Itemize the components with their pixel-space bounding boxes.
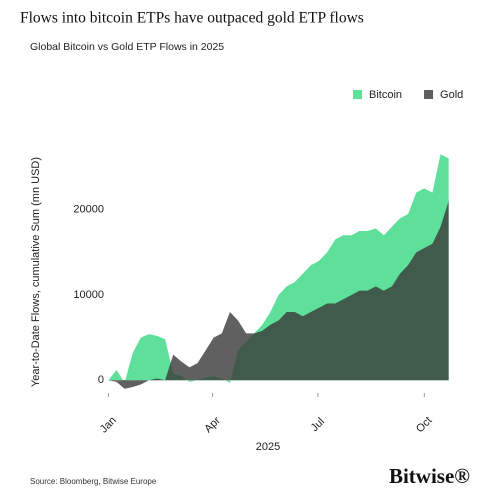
y-tick-label: 10000 [73, 289, 104, 301]
x-tick-label: Jan [98, 414, 119, 435]
x-tick-label: Oct [414, 415, 435, 436]
legend-label: Gold [440, 89, 463, 101]
y-tick-label: 0 [98, 374, 104, 386]
chart-subtitle: Global Bitcoin vs Gold ETP Flows in 2025 [30, 41, 224, 53]
brand-logo: Bitwise® [389, 464, 470, 488]
y-axis-label: Year-to-Date Flows, cumulative Sum (mn U… [30, 157, 42, 387]
area [108, 201, 449, 389]
legend-swatch [424, 90, 434, 99]
source: Source: Bloomberg, Bitwise Europe [30, 477, 157, 486]
y-tick-label: 20000 [73, 204, 104, 216]
x-tick-label: Apr [202, 414, 223, 435]
legend-label: Bitcoin [369, 89, 402, 101]
x-axis-label: 2025 [256, 441, 280, 453]
x-tick-label: Jul [309, 416, 327, 434]
chart-title: Flows into bitcoin ETPs have outpaced go… [20, 10, 364, 27]
legend-swatch [353, 90, 362, 99]
